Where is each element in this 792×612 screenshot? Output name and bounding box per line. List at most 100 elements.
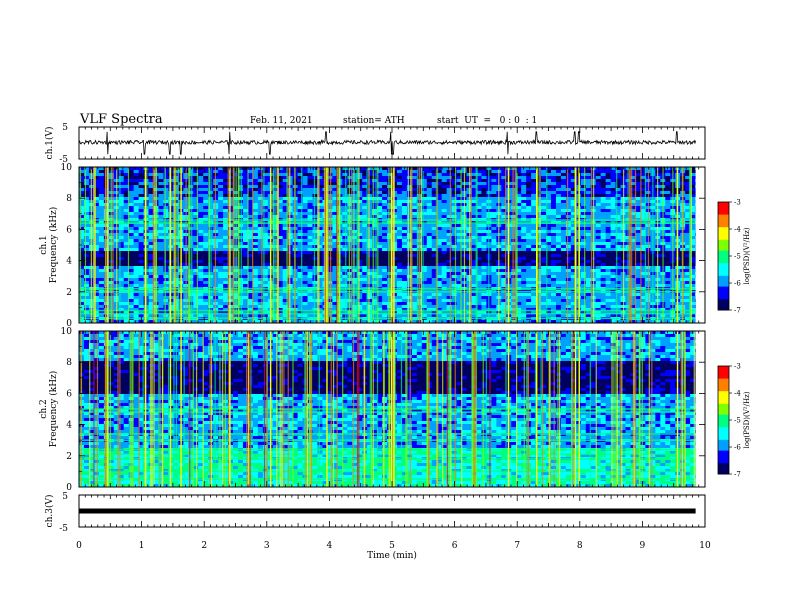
ch1-spectrogram-cell (282, 215, 289, 219)
ch1-spectrogram-cell (640, 272, 646, 276)
ch1-spectrogram-cell (377, 215, 383, 219)
ch1-spectrogram-cell (401, 239, 408, 243)
ch1-spectrogram-cell (118, 233, 125, 237)
ch1-spectrogram-cell (79, 233, 85, 237)
ch1-spectrogram-cell (555, 272, 562, 276)
ch1-spectrogram-cell (690, 200, 696, 204)
ch1-spectrogram-cell (481, 248, 487, 252)
ch1-spectrogram-cell (203, 266, 209, 270)
ch1-spectrogram-cell (317, 257, 323, 261)
ch1-spectrogram-cell (158, 170, 164, 174)
ch1-spectrogram-cell (138, 251, 144, 255)
ch1-spectrogram-cell (218, 266, 224, 270)
ch1-spectrogram-cell (431, 185, 438, 189)
ch1-spectrogram-cell (252, 167, 259, 171)
ch1-spectrogram-cell (188, 233, 194, 237)
ch1-spectrogram-cell (203, 215, 209, 219)
ch1-spectrogram-cell (262, 206, 269, 210)
ch1-spectrogram-cell (98, 182, 105, 186)
ch1-spectrogram-cell (615, 176, 621, 180)
ch1-spectrogram-cell (585, 200, 592, 204)
ch1-spectrogram-cell (367, 197, 373, 201)
ch1-spectrogram-cell (446, 263, 453, 267)
ch1-spectrogram-cell (635, 233, 641, 237)
ch1-spectrogram-cell (521, 227, 527, 231)
ch1-spectrogram-cell (401, 173, 408, 177)
ch1-spectrogram-cell (471, 191, 477, 195)
ch1-spectrogram-cell (511, 209, 517, 213)
ch1-spectrogram-cell (148, 179, 154, 183)
ch1-spectrogram-cell (228, 170, 234, 174)
ch1-spectrogram-cell (118, 272, 125, 276)
ch1-spectrogram-cell (431, 203, 438, 207)
ch1-spectrogram-cell (332, 230, 338, 234)
ch1-spectrogram-cell (436, 197, 443, 201)
ch1-spectrogram-cell (421, 269, 428, 273)
ch1-spectrogram-cell (406, 260, 413, 264)
ch1-spectrogram-cell (257, 206, 264, 210)
ch1-spectrogram-cell (446, 170, 453, 174)
ch1-spectrogram-cell (565, 236, 572, 240)
ch1-spectrogram-cell (382, 266, 388, 270)
ch1-spectrogram-cell (297, 248, 303, 252)
ch1-spectrogram-cell (242, 206, 249, 210)
ch1-spectrogram-cell (441, 200, 448, 204)
ch1-spectrogram-cell (605, 194, 611, 198)
ch1-spectrogram-cell (436, 179, 443, 183)
ch1-spectrogram-cell (367, 230, 373, 234)
ch1-spectrogram-cell (128, 251, 135, 255)
ch1-spectrogram-cell (372, 173, 378, 177)
ch1-spectrogram-cell (541, 215, 547, 219)
ch1-spectrogram-cell (600, 230, 607, 234)
ch1-spectrogram-cell (312, 179, 318, 183)
ch1-spectrogram-cell (387, 269, 393, 273)
ch1-spectrogram-cell (193, 212, 199, 216)
ch1-spectrogram-cell (406, 194, 413, 198)
ch1-spectrogram-cell (446, 248, 453, 252)
ch1-spectrogram-cell (471, 215, 477, 219)
ch1-spectrogram-cell (302, 269, 308, 273)
ch1-spectrogram-cell (247, 170, 254, 174)
ch1-spectrogram-cell (198, 230, 204, 234)
ch1-spectrogram-cell (635, 278, 641, 282)
ch1-spectrogram-cell (302, 176, 308, 180)
ch1-spectrogram-cell (203, 269, 209, 273)
ch1-spectrogram-cell (481, 197, 487, 201)
ch1-spectrogram-cell (188, 173, 194, 177)
ch1-spectrogram-cell (302, 245, 308, 249)
ch1-spectrogram-cell (262, 269, 269, 273)
ch1-spectrogram-cell (630, 278, 636, 282)
ch1-spectrogram-cell (516, 263, 522, 267)
ch1-spectrogram-cell (546, 242, 552, 246)
ch1-spectrogram-cell (367, 182, 373, 186)
ch1-spectrogram-cell (297, 272, 303, 276)
ch1-spectrogram-cell (387, 176, 393, 180)
ch1-spectrogram-cell (570, 185, 577, 189)
ch1-spectrogram-cell (98, 176, 105, 180)
ch1-spectrogram-cell (218, 197, 224, 201)
ch1-spectrogram-cell (377, 260, 383, 264)
ch1-spectrogram-cell (277, 239, 284, 243)
ch1-spectrogram-cell (257, 251, 264, 255)
ch1-spectrogram-cell (277, 263, 284, 267)
ch1-spectrogram-cell (148, 239, 154, 243)
ch1-spectrogram-cell (148, 176, 154, 180)
ch1-spectrogram-cell (362, 233, 368, 237)
ch1-spectrogram-cell (531, 233, 537, 237)
ch1-spectrogram-cell (332, 278, 338, 282)
ch1-spectrogram-cell (685, 248, 691, 252)
ch1-spectrogram-cell (79, 209, 85, 213)
ch1-spectrogram-cell (565, 191, 572, 195)
ch1-spectrogram-cell (297, 224, 303, 228)
ch1-spectrogram-cell (401, 242, 408, 246)
ch1-spectrogram-cell (352, 194, 358, 198)
ch1-spectrogram-cell (317, 191, 323, 195)
ch1-spectrogram-cell (332, 200, 338, 204)
ch1-spectrogram-cell (411, 179, 418, 183)
ch1-spectrogram-cell (615, 170, 621, 174)
ch1-spectrogram-cell (128, 185, 135, 189)
ch1-spectrogram-cell (198, 197, 204, 201)
ch1-spectrogram-cell (387, 233, 393, 237)
ch1-spectrogram-cell (600, 203, 607, 207)
ch1-spectrogram-cell (401, 224, 408, 228)
